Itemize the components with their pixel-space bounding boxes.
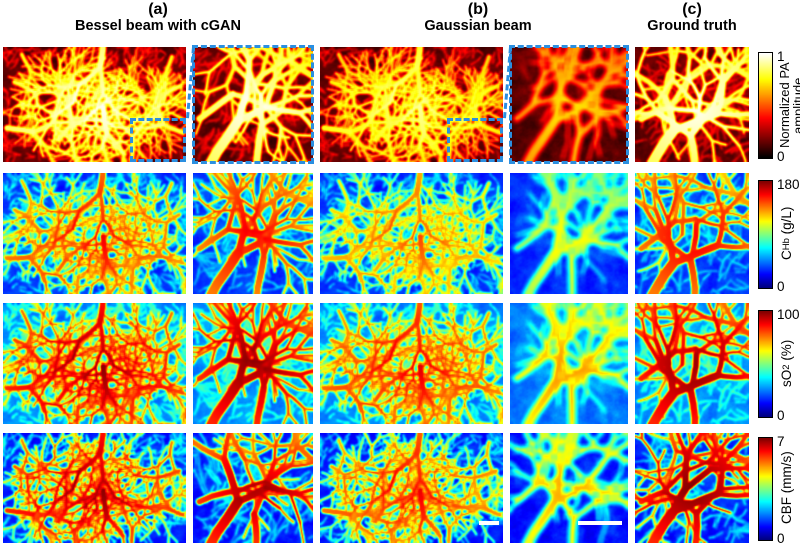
colorbar-axis-label: CHb (g/L)	[779, 186, 794, 281]
image-canvas	[510, 173, 628, 294]
colorbar-min-tick: 0	[777, 148, 785, 164]
panel-letter: (a)	[148, 1, 168, 18]
colorbar-label-subscript: 2	[781, 364, 792, 370]
panel-letter: (c)	[682, 1, 702, 18]
panel-caption: Gaussian beam	[424, 17, 532, 34]
tile-a-main-chb	[3, 173, 186, 294]
colorbar-max-tick: 7	[777, 434, 785, 449]
tile-b-main-cbf	[320, 433, 503, 543]
image-canvas	[635, 173, 749, 294]
colorbar-label-base: CBF (mm/s)	[779, 451, 794, 525]
tile-a-main-cbf	[3, 433, 186, 543]
tile-c-main-pa-amplitude	[635, 47, 749, 162]
image-canvas	[3, 303, 186, 424]
image-canvas	[193, 303, 313, 424]
tile-b-zoom-chb	[510, 173, 628, 294]
panel-caption: Ground truth	[647, 17, 737, 34]
colorbar-max-tick: 1	[777, 49, 785, 64]
colorbar-max-tick: 100	[777, 307, 800, 322]
colorbar-group-cb-cbf: 7 0 CBF (mm/s)	[758, 434, 800, 545]
colorbar-gradient	[758, 437, 773, 541]
colorbar-gradient	[758, 180, 773, 289]
tile-b-main-so2	[320, 303, 503, 424]
column-header-c: (c) Ground truth	[522, 1, 800, 34]
image-canvas	[635, 433, 749, 543]
tile-b-main-pa-amplitude	[320, 47, 503, 162]
scalebar-magnified	[578, 521, 622, 525]
tile-a-zoom-cbf	[193, 433, 313, 543]
tile-a-zoom-chb	[193, 173, 313, 294]
colorbar-group-cb-chb: 180 0 CHb (g/L)	[758, 177, 800, 293]
tile-c-main-so2	[635, 303, 749, 424]
tile-a-main-so2	[3, 303, 186, 424]
tile-b-zoom-cbf	[510, 433, 628, 543]
tile-c-main-cbf	[635, 433, 749, 543]
image-canvas	[193, 47, 313, 162]
tile-a-main-pa-amplitude	[3, 47, 186, 162]
scalebar-widefield	[479, 521, 499, 525]
image-canvas	[510, 303, 628, 424]
tile-a-zoom-so2	[193, 303, 313, 424]
image-canvas	[3, 173, 186, 294]
colorbar-min-tick: 0	[777, 530, 785, 546]
image-canvas	[320, 47, 503, 162]
colorbar-gradient	[758, 52, 773, 159]
column-header-b: (b) Gaussian beam	[308, 1, 648, 34]
image-canvas	[3, 433, 186, 543]
colorbar-axis-label: Normalized PA amplitude	[777, 62, 800, 149]
colorbar-group-cb-pa: 1 0 Normalized PA amplitude	[758, 49, 800, 163]
image-canvas	[635, 47, 749, 162]
image-canvas	[320, 303, 503, 424]
colorbar-group-cb-so2: 100 0 sO2 (%)	[758, 307, 800, 422]
tile-c-main-chb	[635, 173, 749, 294]
colorbar-max-tick: 180	[777, 177, 800, 192]
panel-caption: Bessel beam with cGAN	[75, 17, 241, 34]
image-canvas	[193, 433, 313, 543]
tile-a-zoom-pa-amplitude	[193, 47, 313, 162]
tile-b-main-chb	[320, 173, 503, 294]
image-canvas	[320, 173, 503, 294]
colorbar-label-subscript: Hb	[781, 238, 792, 251]
colorbar-label-base: C	[779, 250, 794, 261]
image-canvas	[3, 47, 186, 162]
colorbar-label-unit: (%)	[779, 339, 794, 365]
colorbar-axis-label: sO2 (%)	[779, 316, 794, 410]
image-canvas	[193, 173, 313, 294]
image-canvas	[320, 433, 503, 543]
colorbar-label-unit: (g/L)	[779, 206, 794, 239]
colorbar-min-tick: 0	[777, 278, 785, 294]
image-canvas	[510, 433, 628, 543]
tile-b-zoom-pa-amplitude	[510, 47, 628, 162]
image-canvas	[635, 303, 749, 424]
image-canvas	[510, 47, 628, 162]
colorbar-label-base: sO	[779, 369, 794, 387]
panel-letter: (b)	[467, 1, 489, 18]
column-header-a: (a) Bessel beam with cGAN	[0, 1, 328, 34]
tile-b-zoom-so2	[510, 303, 628, 424]
colorbar-min-tick: 0	[777, 407, 785, 423]
colorbar-axis-label: CBF (mm/s)	[779, 443, 794, 533]
colorbar-gradient	[758, 310, 773, 418]
